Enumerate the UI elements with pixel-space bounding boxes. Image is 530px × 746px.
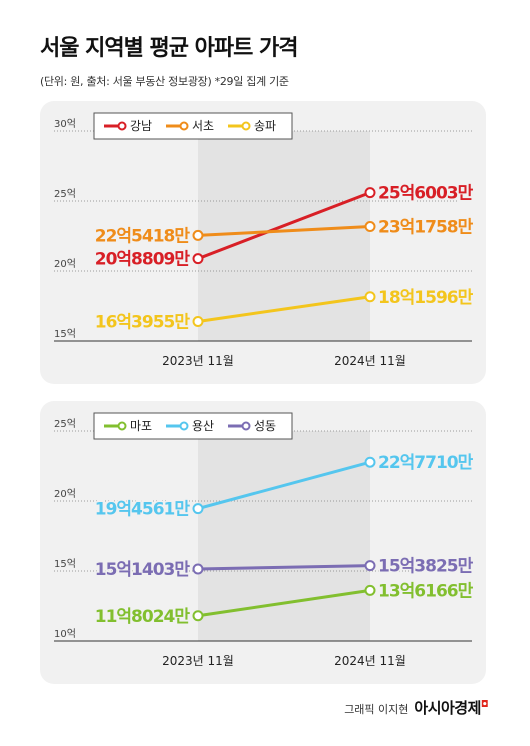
legend-marker	[117, 121, 127, 131]
data-point	[192, 503, 204, 515]
data-point	[364, 584, 376, 596]
data-point	[192, 229, 204, 241]
period-shade	[198, 431, 370, 641]
legend-marker	[241, 421, 251, 431]
graphic-credit: 그래픽 이지현	[344, 703, 409, 716]
y-tick-label: 20억	[54, 258, 76, 270]
legend-label: 마포	[130, 419, 152, 433]
data-label: 13억6166만	[378, 581, 474, 601]
brand-mark-icon: ◘	[480, 700, 489, 710]
data-label: 15억1403만	[95, 560, 191, 580]
data-label: 22억5418만	[95, 226, 191, 246]
data-label: 16억3955만	[95, 312, 191, 332]
y-tick-label: 25억	[54, 188, 76, 200]
period-shade	[198, 131, 370, 341]
data-label: 25억6003만	[378, 184, 474, 204]
data-label: 22억7710만	[378, 453, 474, 473]
legend-marker	[117, 421, 127, 431]
page-subtitle: (단위: 원, 출처: 서울 부동산 정보광장) *29일 집계 기준	[40, 75, 289, 88]
x-tick-label: 2024년 11월	[334, 354, 406, 368]
legend-box	[93, 412, 293, 440]
legend-label: 강남	[130, 119, 152, 133]
y-tick-label: 15억	[54, 328, 76, 340]
data-label: 20억8809만	[95, 250, 191, 270]
data-point	[192, 253, 204, 265]
data-label: 11억8024만	[95, 607, 191, 627]
x-tick-label: 2023년 11월	[162, 654, 234, 668]
y-tick-label: 15억	[54, 558, 76, 570]
series-line	[197, 295, 371, 323]
y-tick-label: 25억	[54, 418, 76, 430]
data-label: 15억3825만	[378, 557, 474, 577]
legend-label: 송파	[254, 119, 276, 133]
data-label: 19억4561만	[95, 500, 191, 520]
page-title: 서울 지역별 평균 아파트 가격	[40, 36, 299, 61]
data-point	[364, 291, 376, 303]
legend-label: 성동	[254, 419, 276, 433]
data-point	[192, 315, 204, 327]
series-line	[197, 588, 371, 618]
legend-marker	[241, 121, 251, 131]
data-point	[192, 610, 204, 622]
x-tick-label: 2023년 11월	[162, 354, 234, 368]
y-tick-label: 20억	[54, 488, 76, 500]
series-line	[197, 460, 371, 511]
legend-label: 용산	[192, 419, 214, 433]
legend-marker	[179, 421, 189, 431]
data-point	[364, 560, 376, 572]
footer: 그래픽 이지현 아시아경제◘	[344, 697, 488, 718]
legend-box	[93, 112, 293, 140]
data-point	[192, 563, 204, 575]
data-label: 18억1596만	[378, 288, 474, 308]
chart-panel-2: 10억 15억 20억 25억 2023년 11월 2024년 11월 마포 용산 성동 11억8…	[40, 401, 486, 684]
x-tick-label: 2024년 11월	[334, 654, 406, 668]
brand-name: 아시아경제	[414, 699, 481, 717]
series-line	[197, 564, 371, 571]
legend-marker	[179, 121, 189, 131]
data-label: 23억1758만	[378, 218, 474, 238]
y-tick-label: 30억	[54, 118, 76, 130]
legend-label: 서초	[192, 119, 214, 133]
data-point	[364, 187, 376, 199]
data-point	[364, 456, 376, 468]
series-line	[197, 191, 371, 261]
y-tick-label: 10억	[54, 628, 76, 640]
brand-logo: 아시아경제◘	[414, 697, 488, 718]
chart-panel-1: 15억 20억 25억 30억 2023년 11월 2024년 11월 강남 서초 송파 20억8…	[40, 101, 486, 384]
line-chart-1: 15억 20억 25억 30억 2023년 11월 2024년 11월 강남 서초 송파 20억8…	[54, 112, 476, 368]
line-chart-2: 10억 15억 20억 25억 2023년 11월 2024년 11월 마포 용산 성동 11억8…	[54, 412, 476, 668]
series-line	[197, 225, 371, 237]
data-point	[364, 221, 376, 233]
